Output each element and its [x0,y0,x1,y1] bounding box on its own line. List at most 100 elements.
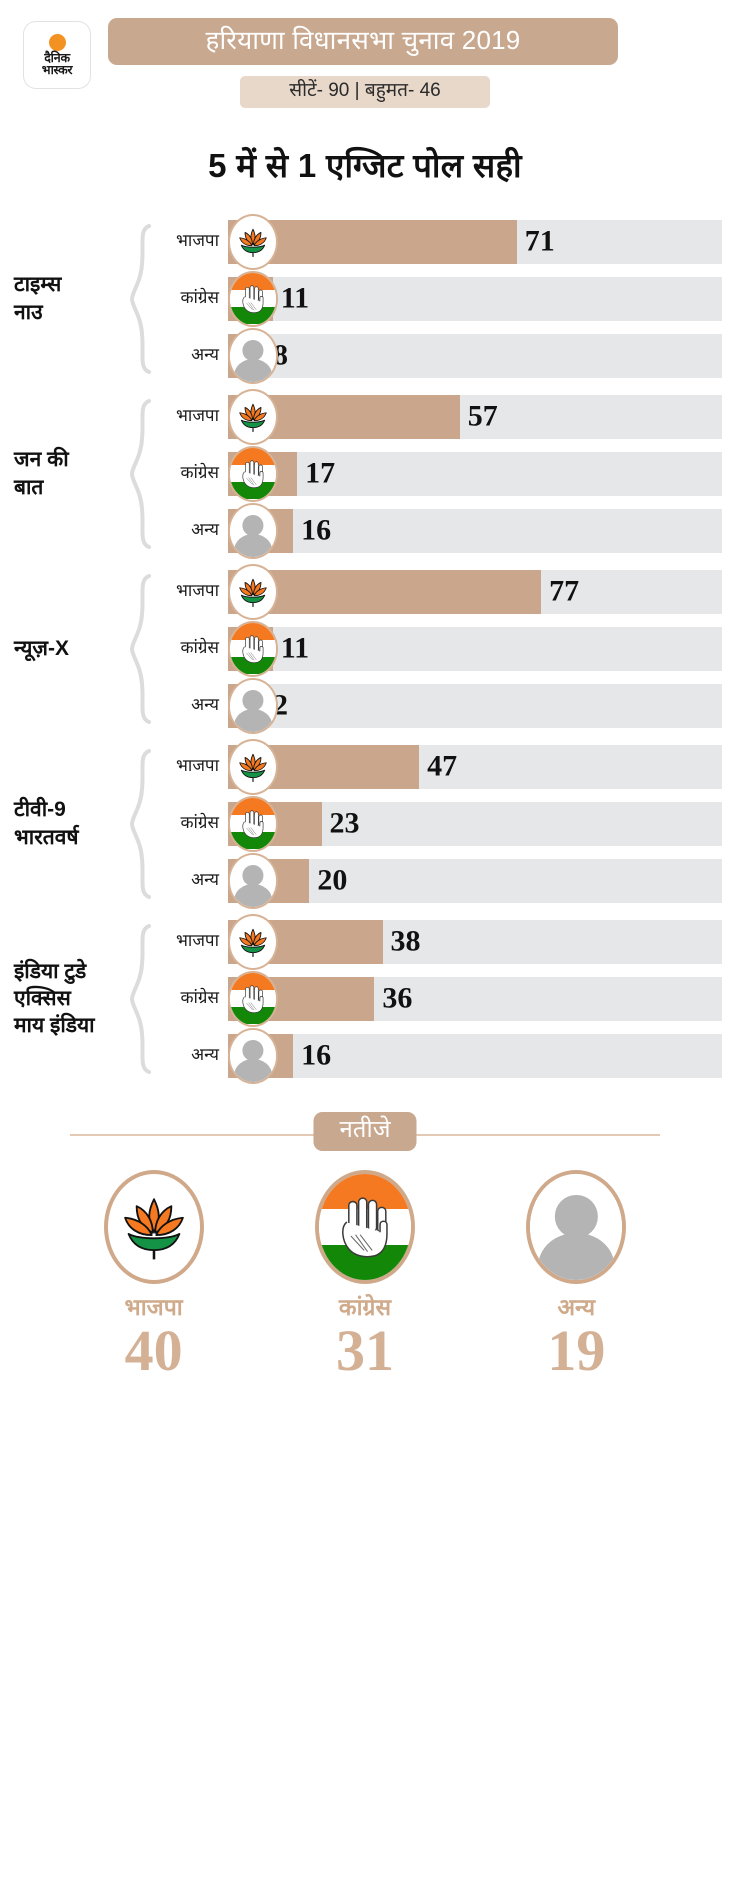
party-label: कांग्रेस [180,813,219,833]
bar-row: अन्य 16 [154,1027,722,1084]
bar-row: अन्य 16 [154,502,722,559]
bar-area: 20 [228,852,722,909]
bar-row: कांग्रेस 11 [154,620,722,677]
lotus-icon [103,1170,204,1284]
bar-row: कांग्रेस 23 [154,795,722,852]
headline: 5 में से 1 एग्जिट पोल सही [208,147,522,184]
result-party-name: कांग्रेस [338,1294,392,1320]
bar-row: भाजपा 47 [154,738,722,795]
bar-value: 36 [382,980,413,1014]
bar-row: भाजपा 38 [154,913,722,970]
bar-value: 38 [390,923,421,957]
bar-value: 77 [549,573,580,607]
bar-track [228,508,722,553]
bar-rows: भाजपा 71 कांग्रेस 11 अन्य 8 [154,213,730,384]
hand-icon [228,970,278,1027]
result-item: अन्य 19 [491,1170,661,1380]
bar-area: 11 [228,620,722,677]
pollster-name-line: बात [14,475,44,499]
pollster-name: न्यूज़-X [0,635,128,662]
pollster-name: इंडिया टुडे एक्सिस माय इंडिया [0,958,128,1040]
results-heading: नतीजे [313,1112,417,1152]
bar-rows: भाजपा 38 कांग्रेस 36 अन्य 16 [154,913,730,1084]
bar-row: अन्य 2 [154,677,722,734]
group-brace [128,923,154,1074]
person-body [234,533,272,557]
bar-rows: भाजपा 77 कांग्रेस 11 अन्य 2 [154,563,730,734]
bar-row: अन्य 8 [154,327,722,384]
bar-value: 11 [280,630,310,664]
bar-area: 16 [228,502,722,559]
result-seat-count: 31 [335,1318,394,1384]
result-item: भाजपा 40 [69,1170,239,1380]
bar-area: 16 [228,1027,722,1084]
dainik-bhaskar-logo: दैनिक भास्कर [24,22,90,88]
bar-track [228,276,722,321]
person-head [242,689,264,711]
lotus-icon [228,913,278,970]
bar-area: 17 [228,445,722,502]
header: दैनिक भास्कर हरियाणा विधानसभा चुनाव 2019… [0,0,730,120]
pollster-name: जन की बात [0,446,128,501]
bar-row: कांग्रेस 11 [154,270,722,327]
party-label: भाजपा [175,756,219,776]
bar-value: 71 [524,223,555,257]
group-brace [128,748,154,899]
person-head [242,339,264,361]
bar-fill [228,569,542,614]
bar-row: भाजपा 71 [154,213,722,270]
party-label: अन्य [191,520,219,540]
group-brace [128,573,154,724]
bar-value: 16 [301,512,332,546]
bar-value: 11 [280,280,310,314]
person-icon [228,1027,278,1084]
person-head [242,864,264,886]
pollster-name-line: इंडिया टुडे [14,959,87,983]
bar-value: 17 [305,455,336,489]
person-head [242,514,264,536]
page-title: हरियाणा विधानसभा चुनाव 2019 [205,25,521,55]
results-grid: भाजपा 40 कांग्रेस 31 अन्य 19 [0,1170,730,1380]
results-divider: नतीजे [0,1112,730,1158]
person-head [555,1195,598,1238]
party-label: अन्य [191,870,219,890]
logo-line-2: भास्कर [41,63,73,77]
person-icon [228,852,278,909]
person-head [242,1039,264,1061]
result-item: कांग्रेस 31 [280,1170,450,1380]
bar-track [228,333,722,378]
poll-groups: टाइम्स नाउ भाजपा 71 कांग्रेस 11 अन्य 8 जन की बात भ… [0,211,730,1086]
poll-group: टीवी-9 भारतवर्ष भाजपा 47 कांग्रेस 23 अन्य 20 [0,736,730,911]
person-body [234,1058,272,1082]
party-label: भाजपा [175,931,219,951]
bar-track [228,626,722,671]
bar-row: अन्य 20 [154,852,722,909]
pollster-name: टाइम्स नाउ [0,271,128,326]
pollster-name-line: एक्सिस [14,986,71,1010]
bar-row: भाजपा 57 [154,388,722,445]
person-body [234,708,272,732]
result-party-name: भाजपा [124,1294,183,1320]
bar-area: 36 [228,970,722,1027]
bar-area: 38 [228,913,722,970]
bar-value: 47 [427,748,458,782]
bar-area: 23 [228,795,722,852]
party-label: भाजपा [175,231,219,251]
poll-group: जन की बात भाजपा 57 कांग्रेस 17 अन्य 16 [0,386,730,561]
pollster-name-line: भारतवर्ष [14,825,79,849]
bar-track [228,858,722,903]
person-body [234,358,272,382]
bar-area: 57 [228,388,722,445]
person-body [538,1233,615,1280]
result-seat-count: 19 [547,1318,606,1384]
party-label: भाजपा [175,406,219,426]
bar-value: 20 [317,862,348,896]
bar-area: 2 [228,677,722,734]
lotus-icon [228,213,278,270]
person-icon [228,677,278,734]
pollster-name-line: नाउ [14,300,43,324]
group-brace [128,398,154,549]
seats-majority-text: सीटें- 90 | बहुमत- 46 [289,80,441,101]
person-icon [526,1170,627,1284]
